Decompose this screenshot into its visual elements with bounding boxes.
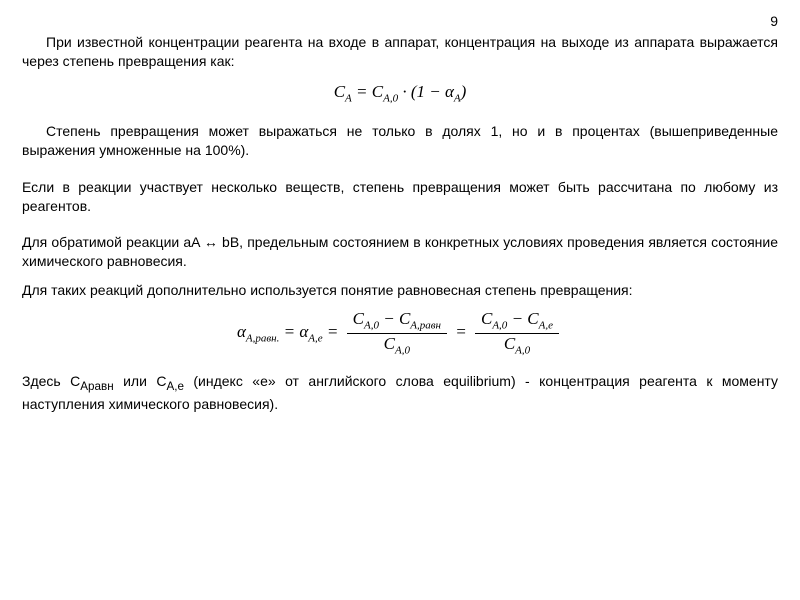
eq1-lhs-sub: A xyxy=(345,92,352,104)
eq2-f2-num-minus: − xyxy=(507,309,527,328)
spacer-1 xyxy=(22,170,778,178)
eq2-a2: α xyxy=(299,322,308,341)
eq1-close: ) xyxy=(461,82,467,101)
paragraph-5: Для таких реакций дополнительно использу… xyxy=(22,281,778,300)
eq2-eq1: = xyxy=(284,322,300,341)
page: 9 При известной концентрации реагента на… xyxy=(0,0,800,600)
eq2-f1-num-a: C xyxy=(353,309,364,328)
spacer-2 xyxy=(22,225,778,233)
eq1-equals: = xyxy=(356,82,372,101)
paragraph-1: При известной концентрации реагента на в… xyxy=(22,33,778,71)
eq2-frac1: CA,0 − CA,равн CA,0 xyxy=(347,310,447,356)
p6-pre: Здесь С xyxy=(22,373,80,389)
eq2-frac1-den: CA,0 xyxy=(347,334,447,356)
eq2-a2-sub: A,e xyxy=(308,332,322,344)
eq1-mult: · (1 − α xyxy=(402,82,454,101)
eq2-f2-den-sub: A,0 xyxy=(515,344,530,356)
p6-mid1: или С xyxy=(114,373,167,389)
eq2-f2-num-a: C xyxy=(481,309,492,328)
eq1-alpha-sub: A xyxy=(454,92,461,104)
eq1-lhs: C xyxy=(334,82,345,101)
eq2-f2-den: C xyxy=(504,334,515,353)
eq2-f1-den: C xyxy=(384,334,395,353)
eq2-f2-num-b-sub: A,e xyxy=(539,320,553,332)
equation-2: αA,равн. = αA,e = CA,0 − CA,равн CA,0 = … xyxy=(22,310,778,356)
equation-1: CA = CA,0 · (1 − αA) xyxy=(22,81,778,106)
eq2-frac1-num: CA,0 − CA,равн xyxy=(347,310,447,333)
paragraph-3: Если в реакции участвует несколько вещес… xyxy=(22,178,778,216)
eq2-eq3: = xyxy=(455,322,471,341)
page-number: 9 xyxy=(22,12,778,31)
eq2-f1-num-b: C xyxy=(399,309,410,328)
eq2-f1-den-sub: A,0 xyxy=(395,344,410,356)
eq2-f1-num-minus: − xyxy=(379,309,399,328)
paragraph-4: Для обратимой реакции aA ↔ bB, предельны… xyxy=(22,233,778,271)
p6-sub2: А,е xyxy=(166,380,184,393)
eq1-rhs1: C xyxy=(372,82,383,101)
p6-sub1: Аравн xyxy=(80,380,113,393)
eq2-f1-num-b-sub: A,равн xyxy=(410,320,441,332)
eq2-eq2: = xyxy=(327,322,343,341)
eq2-frac2-num: CA,0 − CA,e xyxy=(475,310,559,333)
paragraph-6: Здесь САравн или СА,е (индекс «e» от анг… xyxy=(22,372,778,413)
paragraph-2: Степень превращения может выражаться не … xyxy=(22,122,778,160)
eq1-rhs1-sub: A,0 xyxy=(383,92,398,104)
eq2-a1-sub: A,равн. xyxy=(246,332,279,344)
eq2-frac2: CA,0 − CA,e CA,0 xyxy=(475,310,559,356)
eq2-frac2-den: CA,0 xyxy=(475,334,559,356)
eq2-f1-num-a-sub: A,0 xyxy=(364,320,379,332)
eq2-f2-num-b: C xyxy=(527,309,538,328)
eq2-f2-num-a-sub: A,0 xyxy=(492,320,507,332)
eq2-a1: α xyxy=(237,322,246,341)
